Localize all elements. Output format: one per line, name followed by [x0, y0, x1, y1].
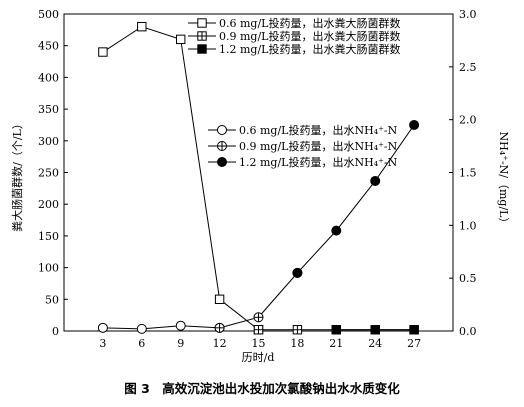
- y-right-tick-label: 1.5: [459, 167, 477, 180]
- y-right-tick-label: 2.5: [459, 61, 477, 74]
- legend-marker: [197, 44, 207, 54]
- data-point: [292, 267, 303, 278]
- y-left-tick-label: 450: [38, 40, 59, 53]
- legend-entry: 1.2 mg/L投药量，出水粪大肠菌群数: [188, 42, 400, 56]
- data-point: [97, 322, 108, 333]
- legend-entry: 1.2 mg/L投药量，出水NH₄⁺-N: [208, 155, 398, 169]
- y-left-tick-label: 400: [38, 71, 59, 84]
- data-point: [136, 323, 147, 334]
- plot-area: [63, 13, 454, 332]
- series-markers: [97, 21, 420, 335]
- x-tick-label: 9: [177, 337, 184, 350]
- legend-entry: 0.9 mg/L投药量，出水NH₄⁺-N: [208, 139, 398, 153]
- data-point: [370, 325, 380, 335]
- series-line-3: [102, 325, 220, 330]
- y-right-tick-label: 2.0: [459, 114, 477, 127]
- x-tick-label: 6: [138, 337, 145, 350]
- y-axis-label-left: 粪大肠菌群数/（个/L）: [10, 118, 24, 232]
- y-axis-label-right: NH₄⁺-N/（mg/L）: [497, 132, 510, 229]
- y-right-tick-label: 0.0: [459, 325, 477, 338]
- y-left-tick-label: 150: [38, 230, 59, 243]
- legend-entry: 0.6 mg/L投药量，出水粪大肠菌群数: [188, 16, 400, 30]
- left-axis-ticks: 0 50 100 150 200 250 300 350 400 450 500: [38, 8, 68, 338]
- data-point: [292, 325, 303, 335]
- legend-entry: 0.6 mg/L投药量，出水NH₄⁺-N: [208, 123, 398, 137]
- data-point: [409, 325, 419, 335]
- y-left-tick-label: 500: [38, 8, 59, 21]
- x-tick-label: 21: [329, 337, 343, 350]
- y-left-tick-label: 250: [38, 167, 59, 180]
- legend-label: 0.6 mg/L投药量，出水NH₄⁺-N: [239, 123, 398, 137]
- data-point: [176, 34, 186, 45]
- legend-label: 1.2 mg/L投药量，出水粪大肠菌群数: [219, 42, 400, 56]
- y-left-tick-label: 350: [38, 103, 59, 116]
- x-axis-label: 历时/d: [242, 351, 275, 364]
- legend-marker: [197, 31, 207, 41]
- x-tick-label: 3: [99, 337, 106, 350]
- legend-label: 0.6 mg/L投药量，出水粪大肠菌群数: [219, 16, 400, 30]
- x-tick-label: 15: [252, 337, 266, 350]
- legend-label: 0.9 mg/L投药量，出水粪大肠菌群数: [219, 29, 400, 43]
- data-point: [253, 325, 264, 335]
- y-right-tick-label: 0.5: [459, 272, 477, 285]
- data-point: [370, 175, 381, 186]
- legend-marker: [217, 125, 227, 135]
- legend-label: 0.9 mg/L投药量，出水NH₄⁺-N: [239, 139, 398, 153]
- y-right-tick-label: 3.0: [459, 8, 477, 21]
- right-axis-ticks: 0.0 0.5 1.0 1.5 2.0 2.5 3.0: [449, 8, 477, 338]
- legend-marker: [217, 141, 227, 151]
- legend-entry: 0.9 mg/L投药量，出水粪大肠菌群数: [188, 29, 400, 43]
- legend-marker: [197, 18, 207, 28]
- data-point: [409, 119, 420, 130]
- data-point: [214, 322, 225, 333]
- data-point: [331, 225, 342, 236]
- figure-caption: 图 3 高效沉淀池出水投加次氯酸钠出水水质变化: [124, 381, 400, 396]
- data-point: [214, 294, 225, 305]
- legend-marker: [217, 157, 227, 167]
- data-point: [253, 312, 264, 323]
- x-tick-label: 12: [213, 337, 227, 350]
- y-left-tick-label: 50: [45, 293, 59, 306]
- y-left-tick-label: 200: [38, 198, 59, 211]
- legend-label: 1.2 mg/L投药量，出水NH₄⁺-N: [239, 155, 398, 169]
- x-tick-label: 18: [290, 337, 304, 350]
- x-tick-label: 24: [368, 337, 382, 350]
- series-line-5: [297, 124, 415, 274]
- y-left-tick-label: 100: [38, 262, 59, 275]
- y-right-tick-label: 1.0: [459, 219, 477, 232]
- x-tick-label: 27: [407, 337, 421, 350]
- data-point: [98, 47, 108, 57]
- data-point: [331, 325, 342, 335]
- data-point: [175, 320, 186, 331]
- y-left-tick-label: 0: [52, 325, 59, 338]
- y-left-tick-label: 300: [38, 135, 59, 148]
- data-point: [137, 21, 147, 32]
